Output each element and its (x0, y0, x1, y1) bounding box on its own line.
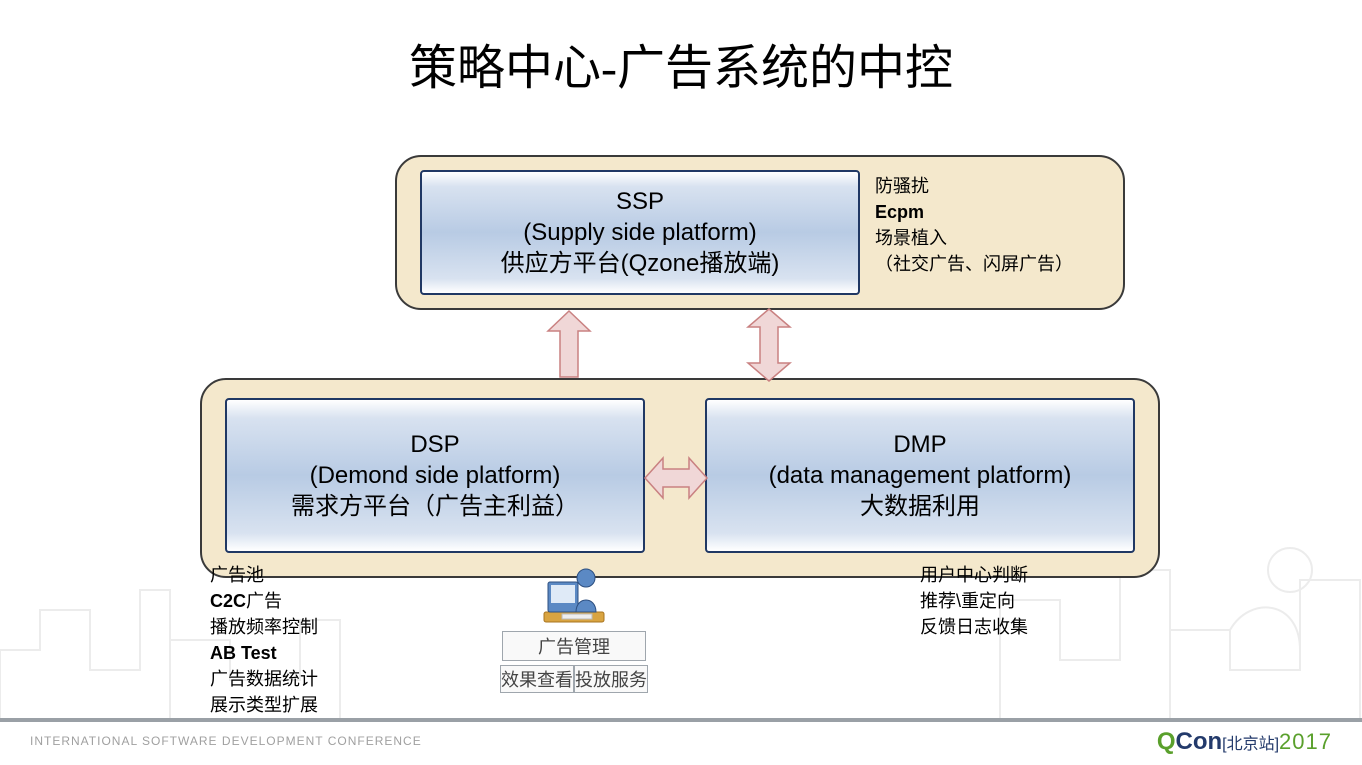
dsp-line3: 需求方平台（广告主利益） (227, 491, 643, 522)
dsp-note-4: AB Test (210, 640, 470, 666)
dsp-note-2: C2C广告 (210, 588, 470, 614)
ssp-block: SSP (Supply side platform) 供应方平台(Qzone播放… (420, 170, 860, 295)
ssp-line1: SSP (422, 186, 858, 217)
dsp-note-5: 广告数据统计 (210, 666, 470, 692)
logo-q: Q (1157, 728, 1176, 755)
logo-year: 2017 (1279, 729, 1332, 754)
dmp-line3: 大数据利用 (707, 491, 1133, 522)
ssp-note-3: 场景植入 (875, 225, 1125, 251)
dsp-line2: (Demond side platform) (227, 460, 643, 491)
admin-box-serve: 投放服务 (574, 665, 648, 693)
admin-box-effect: 效果查看 (500, 665, 574, 693)
admin-box-manage: 广告管理 (502, 631, 646, 661)
slide-canvas: 策略中心-广告系统的中控 SSP (Supply side platform) … (0, 0, 1362, 765)
ssp-note-2: Ecpm (875, 199, 1125, 225)
dmp-line1: DMP (707, 429, 1133, 460)
arrow-up (540, 309, 598, 381)
dmp-note-2: 推荐\重定向 (920, 588, 1180, 614)
dsp-note-3: 播放频率控制 (210, 614, 470, 640)
dmp-line2: (data management platform) (707, 460, 1133, 491)
dmp-note-3: 反馈日志收集 (920, 614, 1180, 640)
ssp-line3: 供应方平台(Qzone播放端) (422, 248, 858, 279)
dsp-block: DSP (Demond side platform) 需求方平台（广告主利益） (225, 398, 645, 553)
slide-title: 策略中心-广告系统的中控 (0, 28, 1362, 98)
logo-con: Con (1175, 728, 1222, 755)
ssp-line2: (Supply side platform) (422, 217, 858, 248)
dmp-note-1: 用户中心判断 (920, 562, 1180, 588)
admin-clipart-icon (538, 560, 610, 630)
ssp-notes: 防骚扰 Ecpm 场景植入 （社交广告、闪屏广告） (875, 173, 1125, 277)
footer-divider (0, 718, 1362, 722)
dsp-line1: DSP (227, 429, 643, 460)
footer-text: INTERNATIONAL SOFTWARE DEVELOPMENT CONFE… (30, 734, 422, 748)
logo-tag: [北京站] (1222, 736, 1279, 753)
dsp-note-1: 广告池 (210, 562, 470, 588)
qcon-logo: QCon[北京站]2017 (1157, 728, 1332, 756)
arrow-updown (740, 307, 798, 383)
dsp-note-6: 展示类型扩展 (210, 692, 470, 718)
ssp-note-4: （社交广告、闪屏广告） (875, 251, 1125, 277)
arrow-leftright (643, 452, 709, 504)
ssp-note-1: 防骚扰 (875, 173, 1125, 199)
dsp-notes: 广告池 C2C广告 播放频率控制 AB Test 广告数据统计 展示类型扩展 (210, 562, 470, 719)
dmp-notes: 用户中心判断 推荐\重定向 反馈日志收集 (920, 562, 1180, 640)
dmp-block: DMP (data management platform) 大数据利用 (705, 398, 1135, 553)
